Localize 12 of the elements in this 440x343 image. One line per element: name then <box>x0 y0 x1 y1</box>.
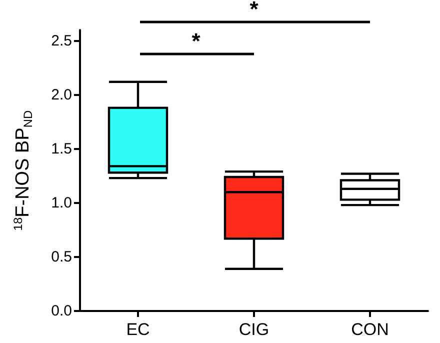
y-tick-label: 2.0 <box>51 86 72 104</box>
y-axis-title: 18F-NOS BPND <box>11 110 35 231</box>
x-tick-label: EC <box>126 320 150 339</box>
x-tick-label: CON <box>351 320 389 339</box>
y-tick-label: 1.5 <box>51 140 72 158</box>
y-tick-label: 2.5 <box>51 32 72 50</box>
y-tick-label: 1.0 <box>51 194 72 212</box>
y-tick-label: 0.0 <box>51 302 72 320</box>
text: * <box>250 0 259 22</box>
x-tick-label: CIG <box>238 320 270 339</box>
annotation: * <box>192 28 201 54</box>
y-tick-label: 0.5 <box>51 248 72 266</box>
